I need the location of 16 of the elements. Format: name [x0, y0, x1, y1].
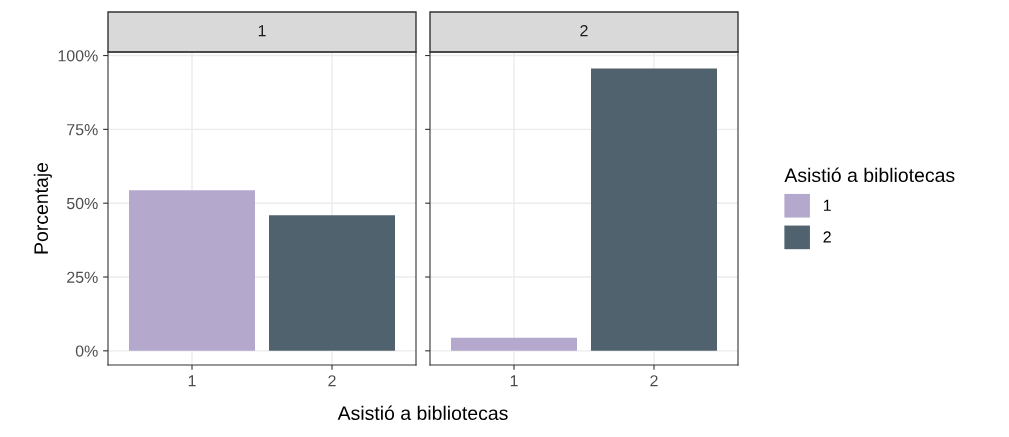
chart-title: 2 [580, 24, 588, 37]
x-tick-label: 2 [650, 375, 658, 387]
y-tick-label: 0% [75, 345, 98, 357]
y-tick-label: 25% [67, 271, 98, 283]
y-tick-label: 75% [67, 124, 98, 136]
x-axis-title: Asistió a bibliotecas [337, 405, 508, 421]
chart-title: 1 [258, 25, 266, 37]
x-tick-label: 1 [510, 375, 518, 387]
x-tick-label: 1 [188, 375, 196, 387]
legend-title: Asistió a bibliotecas [784, 167, 955, 183]
y-tick-label: 50% [66, 197, 98, 210]
y-tick-label: 100% [58, 50, 98, 62]
legend-label: 1 [823, 199, 831, 211]
y-axis-title: Porcentaje [33, 162, 52, 254]
x-tick-label: 2 [328, 375, 336, 387]
legend-label: 2 [823, 231, 831, 243]
